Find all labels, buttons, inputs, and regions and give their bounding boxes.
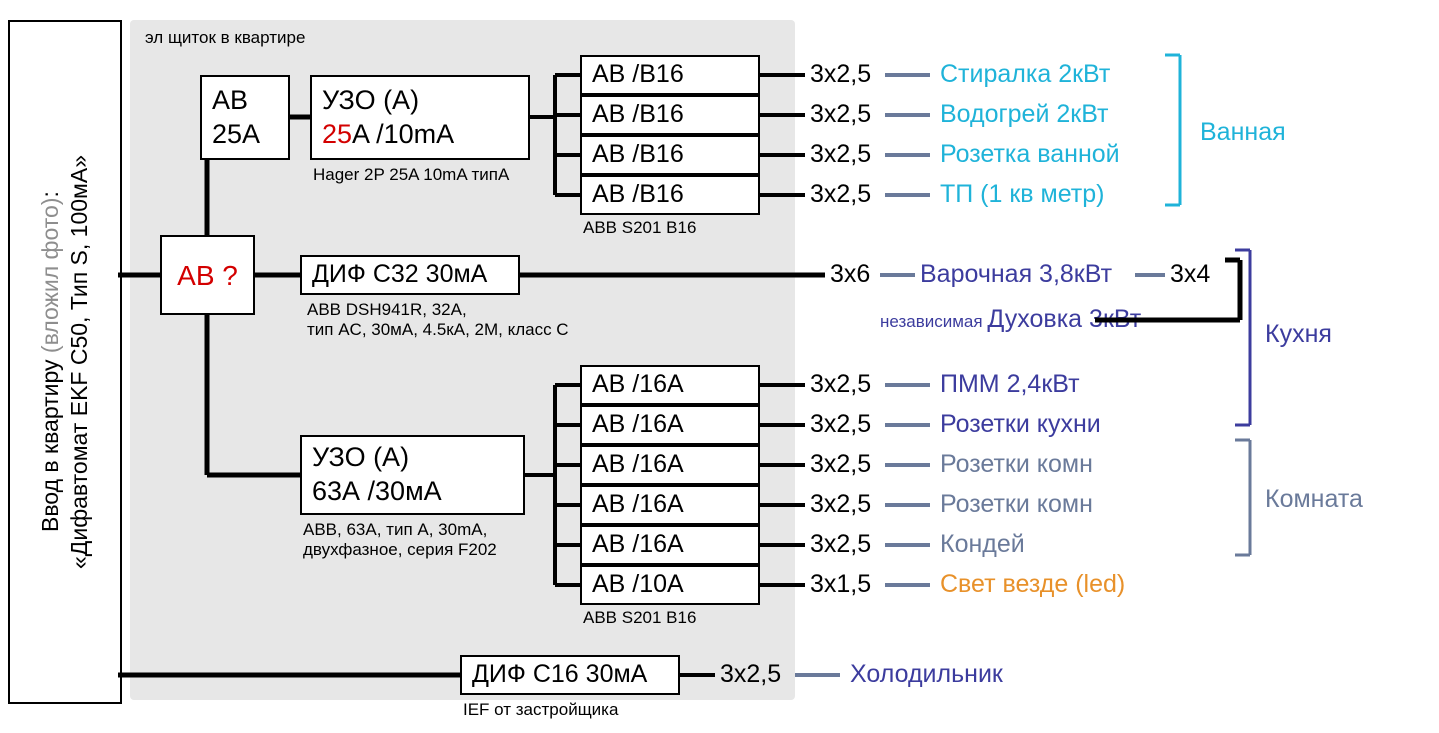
uzo63: УЗО (А) 63А /30мА — [300, 435, 525, 515]
u63-wire-3: 3x2,5 — [810, 490, 871, 519]
uzo25-l2a: 25 — [322, 119, 352, 149]
u63-load-1: Розетки кухни — [940, 410, 1101, 439]
u63-breaker-0: АВ /16А — [580, 365, 760, 405]
u63-wire-1: 3x2,5 — [810, 410, 871, 439]
u63-breaker-1-label: АВ /16А — [592, 409, 684, 440]
input-line1a: Ввод в квартиру — [37, 354, 63, 533]
u63-wire-2: 3x2,5 — [810, 450, 871, 479]
dif16-note: IEF от застройщика — [463, 700, 618, 720]
u63-wire-4: 3x2,5 — [810, 530, 871, 559]
uzo63-note2: двухфазное, серия F202 — [303, 540, 497, 560]
main-breaker-label: АВ ? — [177, 258, 238, 293]
u63-breaker-4: АВ /16А — [580, 525, 760, 565]
uzo63-l2: 63А /30мА — [312, 475, 442, 509]
bath-breaker-3: АВ /B16 — [580, 175, 760, 215]
u63-wire-0: 3x2,5 — [810, 370, 871, 399]
bath-breaker-0-label: АВ /B16 — [592, 59, 684, 90]
bath-load-2: Розетка ванной — [940, 140, 1120, 169]
u63-breaker-5-label: АВ /10А — [592, 569, 684, 600]
dif32-note2: тип AC, 30мА, 4.5кА, 2M, класс C — [307, 320, 569, 340]
u63-load-5: Свет везде (led) — [940, 570, 1125, 599]
cook-load1: Варочная 3,8кВт — [920, 260, 1112, 289]
u63-breaker-5: АВ /10А — [580, 565, 760, 605]
breaker-ab25: АВ 25А — [200, 75, 290, 160]
dif16: ДИФ C16 30мА — [460, 655, 680, 695]
uzo25-l1: УЗО (А) — [322, 84, 419, 118]
bath-breaker-2-label: АВ /B16 — [592, 139, 684, 170]
bath-breaker-0: АВ /B16 — [580, 55, 760, 95]
input-line1b: (вложил фото) — [37, 198, 63, 354]
room-group-label: Комната — [1265, 485, 1363, 514]
bath-wire-0: 3x2,5 — [810, 60, 871, 89]
kitchen-group-label: Кухня — [1265, 320, 1332, 349]
u63-breaker-4-label: АВ /16А — [592, 529, 684, 560]
panel-label: эл щиток в квартире — [145, 28, 305, 48]
cook-wire1: 3x6 — [830, 260, 870, 289]
bath-wire-3: 3x2,5 — [810, 180, 871, 209]
uzo25-l2b: A /10mA — [352, 119, 454, 149]
bath-breaker-2: АВ /B16 — [580, 135, 760, 175]
uzo63-l1: УЗО (А) — [312, 441, 409, 475]
u63-breaker-3-label: АВ /16А — [592, 489, 684, 520]
ab25-l1: АВ — [212, 84, 248, 118]
dif16-label: ДИФ C16 30мА — [472, 659, 647, 690]
cook-load2: независимая Духовка 3кВт — [880, 305, 1141, 334]
u63-breaker-1: АВ /16А — [580, 405, 760, 445]
bath-wire-1: 3x2,5 — [810, 100, 871, 129]
bath-load-0: Стиралка 2кВт — [940, 60, 1110, 89]
diagram-canvas: эл щиток в квартире Ввод в квартиру (вло… — [0, 0, 1439, 733]
bath-wire-2: 3x2,5 — [810, 140, 871, 169]
u63-breakers-note: ABB S201 B16 — [583, 608, 696, 628]
input-line1c: : — [37, 192, 63, 198]
bath-group-label: Ванная — [1200, 118, 1286, 147]
u63-load-4: Кондей — [940, 530, 1025, 559]
cook-load2-pre: независимая — [880, 312, 987, 331]
dif32-note1: ABB DSH941R, 32A, — [307, 300, 467, 320]
input-box: Ввод в квартиру (вложил фото): «Дифавтом… — [8, 20, 122, 704]
uzo25: УЗО (А) 25A /10mA — [310, 75, 530, 160]
fridge-wire: 3x2,5 — [720, 660, 781, 689]
uzo63-note1: ABB, 63A, тип A, 30mA, — [303, 520, 487, 540]
input-text: Ввод в квартиру (вложил фото): «Дифавтом… — [36, 155, 94, 569]
dif32: ДИФ C32 30мА — [300, 255, 520, 295]
ab25-l2: 25А — [212, 118, 260, 152]
dif32-label: ДИФ C32 30мА — [312, 259, 487, 290]
bath-load-3: ТП (1 кв метр) — [940, 180, 1104, 209]
u63-load-2: Розетки комн — [940, 450, 1093, 479]
bath-load-1: Водогрей 2кВт — [940, 100, 1109, 129]
uzo25-note: Hager 2P 25A 10mA типA — [313, 165, 509, 185]
u63-breaker-2-label: АВ /16А — [592, 449, 684, 480]
bath-breaker-3-label: АВ /B16 — [592, 179, 684, 210]
bath-breaker-1-label: АВ /B16 — [592, 99, 684, 130]
bath-breakers-note: ABB S201 B16 — [583, 218, 696, 238]
u63-breaker-0-label: АВ /16А — [592, 369, 684, 400]
u63-breaker-2: АВ /16А — [580, 445, 760, 485]
cook-load2-main: Духовка 3кВт — [987, 305, 1141, 333]
u63-load-0: ПММ 2,4кВт — [940, 370, 1080, 399]
u63-load-3: Розетки комн — [940, 490, 1093, 519]
u63-wire-5: 3x1,5 — [810, 570, 871, 599]
cook-wire2: 3x4 — [1170, 260, 1210, 289]
u63-breaker-3: АВ /16А — [580, 485, 760, 525]
input-line2: «Дифавтомат EKF C50, Тип S, 100мА» — [65, 155, 94, 569]
fridge-load: Холодильник — [850, 660, 1003, 689]
bath-breaker-1: АВ /B16 — [580, 95, 760, 135]
main-breaker: АВ ? — [160, 235, 255, 315]
